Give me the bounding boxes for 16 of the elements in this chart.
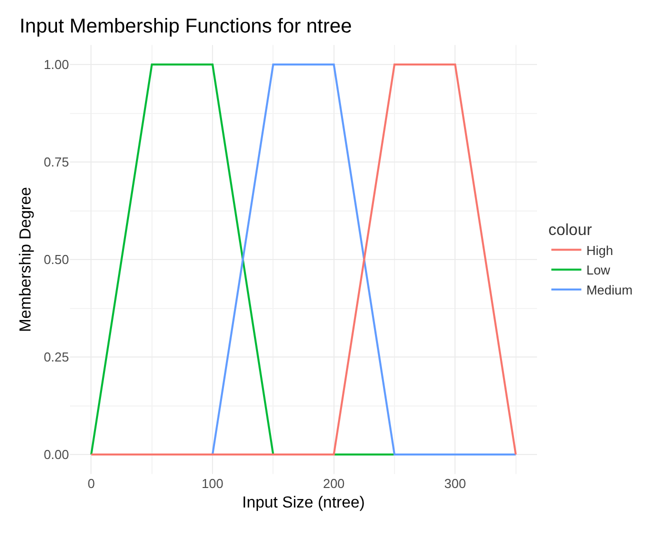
x-tick-label: 200 [322, 476, 345, 491]
x-tick-label: 100 [202, 476, 224, 491]
legend-title: colour [548, 222, 593, 239]
y-tick-label: 0.50 [44, 252, 69, 268]
x-tick-label: 0 [88, 476, 95, 491]
y-axis-title: Membership Degree [18, 186, 35, 332]
y-tick-label: 0.00 [44, 447, 69, 462]
chart-title: Input Membership Functions for ntree [20, 16, 352, 38]
legend-label: High [586, 242, 614, 258]
y-tick-label: 0.25 [44, 350, 69, 365]
x-tick-label: 300 [444, 476, 466, 491]
legend-label: Low [586, 262, 611, 278]
x-axis-title: Input Size (ntree) [242, 494, 365, 512]
y-tick-label: 0.75 [44, 154, 69, 170]
legend-label: Medium [586, 282, 633, 298]
y-tick-label: 1.00 [44, 57, 69, 72]
